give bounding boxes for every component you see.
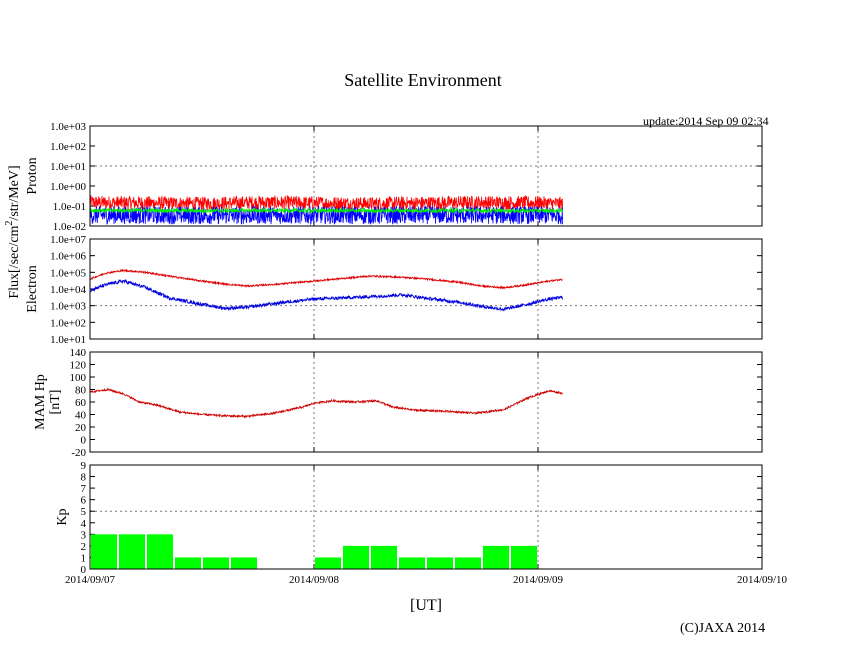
kp-bar	[231, 557, 257, 569]
y-tick-label: 9	[81, 460, 87, 472]
kp-bar	[399, 557, 425, 569]
y-axis-label-flux: Flux[/sec/cm2/str/MeV]	[4, 165, 22, 298]
y-tick-label: -20	[71, 447, 86, 459]
series-proton-green	[89, 206, 563, 215]
panel-frame	[89, 464, 763, 570]
kp-bar	[119, 534, 145, 569]
kp-bar	[371, 545, 397, 569]
y-tick-label: 140	[70, 347, 87, 359]
kp-bar	[91, 534, 117, 569]
y-tick-label: 1.0e+03	[50, 121, 86, 133]
x-tick-label: 2014/09/07	[65, 574, 116, 586]
y-tick-label: 1.0e+04	[50, 284, 86, 296]
y-axis-label-proton: Proton	[25, 157, 40, 194]
update-timestamp: update:2014 Sep 09 02:34	[643, 114, 769, 128]
y-tick-label: 1.0e+02	[50, 317, 86, 329]
kp-bar	[175, 557, 201, 569]
series-electron-blue	[89, 278, 563, 312]
y-axis-label-kp: Kp	[55, 508, 70, 525]
kp-bar	[483, 545, 509, 569]
y-tick-label: 2	[81, 541, 87, 553]
y-tick-label: 40	[75, 410, 87, 422]
y-tick-label: 1.0e+06	[50, 251, 86, 263]
x-tick-label: 2014/09/10	[737, 574, 788, 586]
series-hp-red	[89, 387, 563, 419]
y-tick-label: 1.0e+00	[50, 181, 86, 193]
series-electron-red	[89, 268, 563, 290]
kp-bar	[147, 534, 173, 569]
y-tick-label: 0	[81, 564, 87, 576]
y-tick-label: 4	[81, 518, 87, 530]
x-tick-label: 2014/09/08	[289, 574, 340, 586]
y-tick-label: 8	[81, 472, 87, 484]
y-tick-label: 3	[81, 529, 87, 541]
y-tick-label: 20	[75, 422, 87, 434]
kp-bar	[427, 557, 453, 569]
chart-title: Satellite Environment	[344, 70, 502, 90]
y-tick-label: 120	[70, 360, 87, 372]
panel-frame	[89, 125, 763, 227]
y-tick-label: 1.0e+01	[50, 334, 86, 346]
y-tick-label: 60	[75, 397, 87, 409]
panel-frame	[89, 351, 763, 453]
y-axis-unit-hp: [nT]	[48, 390, 63, 415]
y-tick-label: 1.0e-02	[53, 221, 86, 233]
kp-bar	[203, 557, 229, 569]
y-tick-label: 1.0e+07	[50, 234, 86, 246]
y-tick-label: 100	[70, 372, 87, 384]
y-tick-label: 80	[75, 385, 87, 397]
y-axis-label-hp: MAM Hp	[33, 374, 48, 430]
kp-bar	[315, 557, 341, 569]
kp-bar	[343, 545, 369, 569]
series-proton-red	[89, 194, 563, 212]
y-tick-label: 6	[81, 495, 87, 507]
y-tick-label: 1.0e-01	[53, 201, 86, 213]
x-tick-label: 2014/09/09	[513, 574, 564, 586]
y-tick-label: 5	[81, 506, 87, 518]
y-tick-label: 1.0e+03	[50, 301, 86, 313]
kp-bar	[511, 545, 537, 569]
y-tick-label: 7	[81, 483, 87, 495]
y-tick-label: 0	[81, 435, 87, 447]
y-axis-label-electron: Electron	[25, 265, 40, 312]
kp-bar	[455, 557, 481, 569]
copyright: (C)JAXA 2014	[680, 621, 766, 636]
y-tick-label: 1.0e+02	[50, 141, 86, 153]
panel-electron: 1.0e+01 1.0e+02 1.0e+03 1.0e+04 1.0e+05 1.0e+…	[25, 234, 763, 346]
panel-proton: 1.0e-02 1.0e-01 1.0e+00 1.0e+01 1.0e+02 1.0e+…	[25, 121, 763, 233]
x-axis-title: [UT]	[410, 597, 442, 614]
panel-frame	[89, 238, 763, 340]
y-tick-label: 1.0e+01	[50, 161, 86, 173]
y-tick-label: 1.0e+05	[50, 267, 86, 279]
y-tick-label: 1	[81, 552, 87, 564]
